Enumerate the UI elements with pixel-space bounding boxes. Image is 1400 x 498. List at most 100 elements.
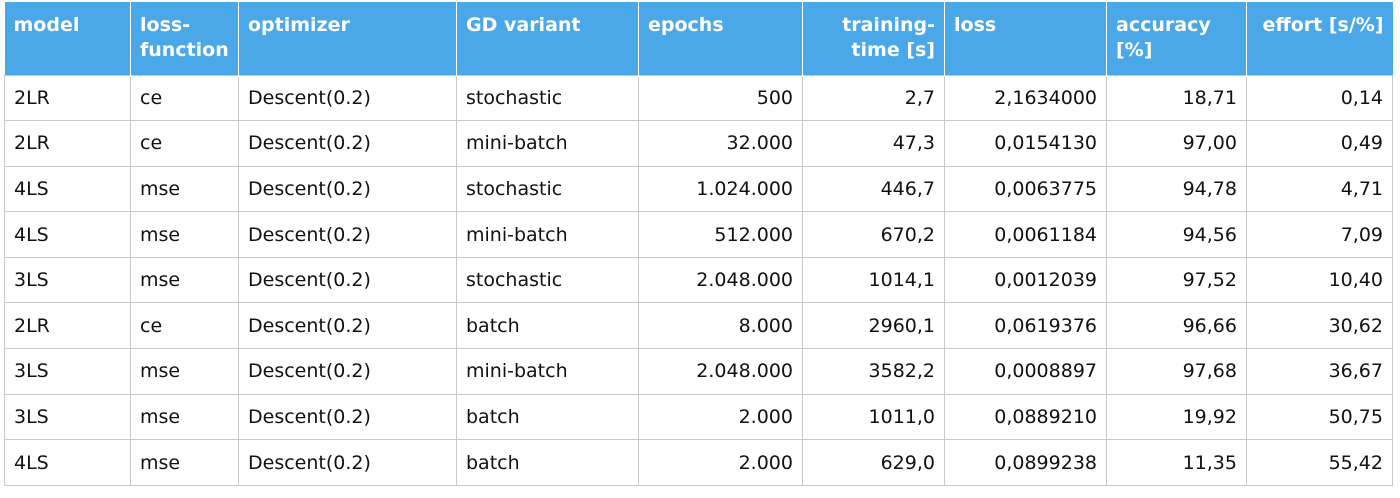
cell-training-time: 2960,1: [802, 302, 945, 350]
cell-accuracy: 11,35: [1106, 439, 1247, 486]
cell-loss: 2,1634000: [944, 74, 1107, 122]
table-row: 3LS mse Descent(0.2) batch 2.000 1011,0 0,0889…: [4, 393, 1393, 441]
cell-optimizer: Descent(0.2): [238, 256, 457, 304]
cell-loss: 0,0063775: [944, 165, 1107, 213]
cell-training-time: 446,7: [802, 165, 945, 213]
cell-optimizer: Descent(0.2): [238, 165, 457, 213]
cell-training-time: 670,2: [802, 211, 945, 258]
cell-epochs: 8.000: [638, 302, 803, 350]
cell-loss-function: mse: [130, 256, 239, 304]
cell-accuracy: 97,52: [1106, 256, 1247, 304]
cell-model: 3LS: [4, 256, 131, 304]
cell-model: 4LS: [4, 439, 131, 486]
cell-loss: 0,0008897: [944, 348, 1107, 395]
cell-gd-variant: stochastic: [456, 256, 639, 304]
cell-model: 4LS: [4, 165, 131, 213]
cell-loss-function: ce: [130, 74, 239, 122]
cell-model: 2LR: [4, 74, 131, 122]
cell-loss-function: mse: [130, 393, 239, 441]
cell-epochs: 1.024.000: [638, 165, 803, 213]
cell-epochs: 2.000: [638, 393, 803, 441]
cell-optimizer: Descent(0.2): [238, 393, 457, 441]
table-row: 4LS mse Descent(0.2) stochastic 1.024.000 446…: [4, 165, 1393, 213]
cell-gd-variant: mini-batch: [456, 211, 639, 258]
table-row: 2LR ce Descent(0.2) stochastic 500 2,7 2,16340…: [4, 74, 1393, 122]
cell-loss: 0,0012039: [944, 256, 1107, 304]
cell-model: 2LR: [4, 302, 131, 350]
table-row: 4LS mse Descent(0.2) batch 2.000 629,0 0,08992…: [4, 439, 1393, 486]
cell-gd-variant: mini-batch: [456, 348, 639, 395]
header-training-time: training- time [s]: [802, 2, 945, 75]
cell-optimizer: Descent(0.2): [238, 302, 457, 350]
cell-optimizer: Descent(0.2): [238, 120, 457, 167]
cell-gd-variant: batch: [456, 302, 639, 350]
cell-loss: 0,0619376: [944, 302, 1107, 350]
table-row: 3LS mse Descent(0.2) mini-batch 2.048.000 358…: [4, 348, 1393, 395]
cell-loss-function: mse: [130, 439, 239, 486]
cell-epochs: 512.000: [638, 211, 803, 258]
cell-accuracy: 97,68: [1106, 348, 1247, 395]
cell-effort: 55,42: [1246, 439, 1393, 486]
cell-epochs: 2.000: [638, 439, 803, 486]
table-row: 2LR ce Descent(0.2) mini-batch 32.000 47,3 0,0…: [4, 120, 1393, 167]
header-loss-function: loss- function: [130, 2, 239, 75]
cell-training-time: 2,7: [802, 74, 945, 122]
header-effort: effort [s/%]: [1246, 2, 1393, 75]
cell-training-time: 629,0: [802, 439, 945, 486]
cell-accuracy: 19,92: [1106, 393, 1247, 441]
cell-loss-function: ce: [130, 302, 239, 350]
results-table: model loss- function optimizer GD varian…: [4, 2, 1393, 486]
cell-loss-function: mse: [130, 348, 239, 395]
table-row: 3LS mse Descent(0.2) stochastic 2.048.000 101…: [4, 256, 1393, 304]
cell-training-time: 1014,1: [802, 256, 945, 304]
cell-training-time: 3582,2: [802, 348, 945, 395]
header-row: model loss- function optimizer GD varian…: [4, 2, 1393, 75]
cell-optimizer: Descent(0.2): [238, 348, 457, 395]
cell-gd-variant: stochastic: [456, 165, 639, 213]
header-epochs: epochs: [638, 2, 803, 75]
cell-training-time: 1011,0: [802, 393, 945, 441]
cell-effort: 10,40: [1246, 256, 1393, 304]
cell-loss: 0,0889210: [944, 393, 1107, 441]
cell-loss: 0,0061184: [944, 211, 1107, 258]
table-body: 2LR ce Descent(0.2) stochastic 500 2,7 2,16340…: [4, 74, 1393, 486]
cell-training-time: 47,3: [802, 120, 945, 167]
cell-model: 4LS: [4, 211, 131, 258]
cell-loss: 0,0899238: [944, 439, 1107, 486]
cell-accuracy: 94,56: [1106, 211, 1247, 258]
cell-epochs: 2.048.000: [638, 348, 803, 395]
cell-optimizer: Descent(0.2): [238, 74, 457, 122]
cell-optimizer: Descent(0.2): [238, 211, 457, 258]
header-loss: loss: [944, 2, 1107, 75]
cell-effort: 36,67: [1246, 348, 1393, 395]
cell-accuracy: 18,71: [1106, 74, 1247, 122]
cell-effort: 0,49: [1246, 120, 1393, 167]
cell-loss-function: ce: [130, 120, 239, 167]
cell-loss-function: mse: [130, 211, 239, 258]
cell-accuracy: 97,00: [1106, 120, 1247, 167]
header-model: model: [4, 2, 131, 75]
cell-epochs: 32.000: [638, 120, 803, 167]
cell-epochs: 500: [638, 74, 803, 122]
cell-model: 3LS: [4, 348, 131, 395]
cell-gd-variant: stochastic: [456, 74, 639, 122]
cell-loss: 0,0154130: [944, 120, 1107, 167]
header-accuracy: accuracy [%]: [1106, 2, 1247, 75]
cell-effort: 0,14: [1246, 74, 1393, 122]
cell-effort: 50,75: [1246, 393, 1393, 441]
table-row: 2LR ce Descent(0.2) batch 8.000 2960,1 0,06193…: [4, 302, 1393, 350]
cell-gd-variant: batch: [456, 439, 639, 486]
cell-optimizer: Descent(0.2): [238, 439, 457, 486]
cell-gd-variant: batch: [456, 393, 639, 441]
table-row: 4LS mse Descent(0.2) mini-batch 512.000 670,2…: [4, 211, 1393, 258]
cell-model: 2LR: [4, 120, 131, 167]
cell-effort: 30,62: [1246, 302, 1393, 350]
header-gd-variant: GD variant: [456, 2, 639, 75]
cell-effort: 4,71: [1246, 165, 1393, 213]
cell-effort: 7,09: [1246, 211, 1393, 258]
cell-gd-variant: mini-batch: [456, 120, 639, 167]
cell-accuracy: 96,66: [1106, 302, 1247, 350]
cell-model: 3LS: [4, 393, 131, 441]
cell-loss-function: mse: [130, 165, 239, 213]
header-optimizer: optimizer: [238, 2, 457, 75]
